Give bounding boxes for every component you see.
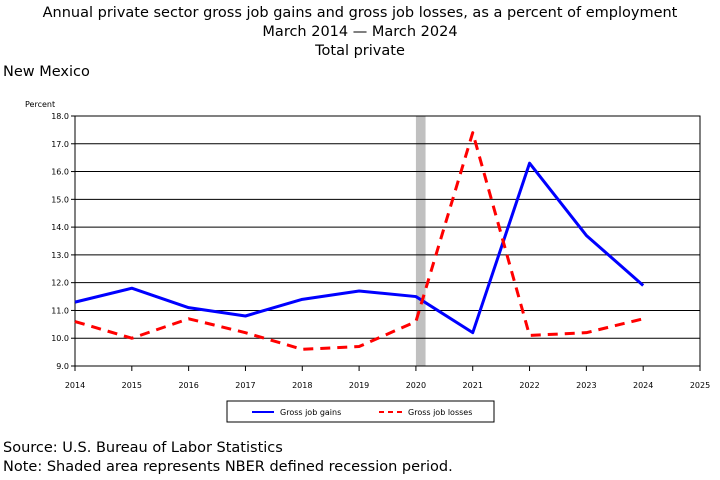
x-tick-label: 2023 [576,381,596,390]
chart-title: Annual private sector gross job gains an… [42,5,678,21]
y-tick-label: 9.0 [56,362,69,371]
y-tick-label: 16.0 [51,168,69,177]
series-line-losses [74,131,644,351]
y-tick-label: 18.0 [51,112,69,121]
y-tick-label: 13.0 [51,251,69,260]
region-label: New Mexico [3,64,90,80]
chart-subtitle-industry: Total private [315,43,405,59]
legend-label-losses: Gross job losses [408,408,472,417]
y-axis-label: Percent [25,100,55,109]
x-tick-label: 2017 [235,381,255,390]
x-tick-label: 2014 [65,381,85,390]
legend-box [226,400,495,423]
chart-subtitle-dates: March 2014 — March 2024 [262,24,458,40]
plot-frame [74,115,701,367]
x-tick-label: 2015 [122,381,142,390]
recession-shading [415,116,426,366]
series-line-gains [74,161,645,335]
x-tick-label: 2019 [349,381,369,390]
chart-title-block: Annual private sector gross job gains an… [0,4,720,61]
source-note: Source: U.S. Bureau of Labor Statistics [3,440,283,456]
x-tick-label: 2020 [406,381,426,390]
recession-note: Note: Shaded area represents NBER define… [3,459,453,475]
legend-label-gains: Gross job gains [280,408,341,417]
y-tick-label: 17.0 [51,140,69,149]
y-tick-label: 12.0 [51,279,69,288]
x-tick-label: 2025 [690,381,710,390]
y-tick-label: 14.0 [51,223,69,232]
y-tick-label: 11.0 [51,306,69,315]
x-tick-label: 2021 [463,381,483,390]
x-tick-label: 2024 [633,381,653,390]
x-tick-label: 2018 [292,381,312,390]
x-tick-label: 2022 [519,381,539,390]
x-tick-label: 2016 [178,381,198,390]
y-tick-label: 10.0 [51,334,69,343]
y-tick-label: 15.0 [51,195,69,204]
